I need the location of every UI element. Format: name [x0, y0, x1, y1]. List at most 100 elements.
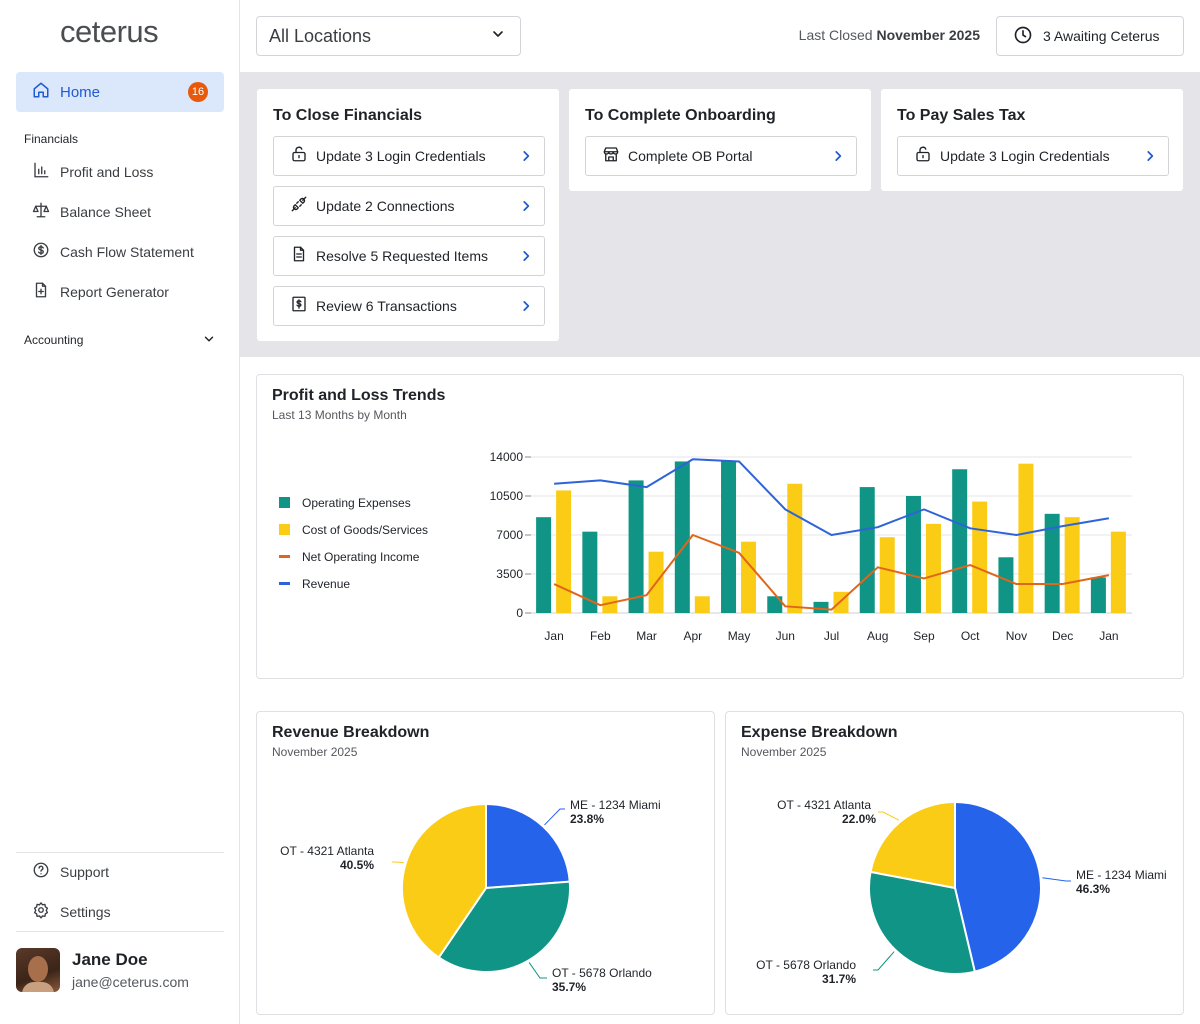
- sidebar-item-label: Profit and Loss: [60, 164, 154, 180]
- legend-item-net-operating-income[interactable]: Net Operating Income: [279, 543, 428, 570]
- avatar[interactable]: [16, 948, 60, 992]
- last-closed-status: Last Closed November 2025: [799, 27, 980, 43]
- task-update-login-credentials[interactable]: Update 3 Login Credentials: [273, 136, 545, 176]
- home-icon: [32, 81, 50, 104]
- pie-leader-2: [878, 811, 900, 821]
- sidebar-item-label: Balance Sheet: [60, 204, 152, 220]
- pie-slice-2: [869, 800, 956, 890]
- pie-leader-1: [528, 962, 547, 979]
- sidebar-item-balance-sheet[interactable]: Balance Sheet: [16, 194, 224, 230]
- sidebar-item-label: Report Generator: [60, 284, 169, 300]
- sidebar: ceterus Home 16 Financials Profit and Lo…: [0, 0, 240, 1024]
- task-update-connections[interactable]: Update 2 Connections: [273, 186, 545, 226]
- legend-swatch: [279, 497, 290, 508]
- gear-icon: [32, 901, 50, 924]
- bar-cost-of-goods-services-1: [602, 596, 618, 613]
- ceterus-logo[interactable]: ceterus: [60, 14, 159, 49]
- panel-title: Profit and Loss Trends: [272, 387, 446, 404]
- card-title: To Complete Onboarding: [585, 107, 776, 124]
- lock-icon: [290, 145, 308, 168]
- pie-label: OT - 4321 Atlanta: [777, 798, 871, 812]
- pie-slice-0: [485, 802, 571, 890]
- chevron-right-icon: [508, 149, 544, 163]
- sidebar-item-label: Cash Flow Statement: [60, 244, 194, 260]
- x-tick-label: Dec: [1052, 629, 1073, 643]
- legend-item-operating-expenses[interactable]: Operating Expenses: [279, 489, 428, 516]
- pie-slice-2: [401, 802, 487, 959]
- accounting-section-toggle[interactable]: Accounting: [24, 330, 216, 350]
- file-plus-icon: [32, 281, 50, 304]
- sidebar-item-cash-flow-statement[interactable]: Cash Flow Statement: [16, 234, 224, 270]
- pl-trends-panel: Profit and Loss Trends Last 13 Months by…: [256, 374, 1184, 679]
- task-complete-ob-portal[interactable]: Complete OB Portal: [585, 136, 857, 176]
- bar-operating-expenses-4: [721, 461, 737, 613]
- bar-operating-expenses-11: [1044, 513, 1060, 613]
- bar-cost-of-goods-services-9: [972, 501, 988, 613]
- clock-icon: [1013, 25, 1033, 48]
- legend-swatch: [279, 524, 290, 535]
- legend-label: Operating Expenses: [302, 495, 411, 510]
- chevron-right-icon: [1132, 149, 1168, 163]
- bar-cost-of-goods-services-4: [741, 541, 757, 613]
- bar-operating-expenses-7: [859, 487, 875, 613]
- close-financials-card: To Close Financials Update 3 Login Crede…: [257, 89, 559, 341]
- bar-cost-of-goods-services-11: [1064, 517, 1080, 613]
- x-tick-label: Feb: [590, 629, 611, 643]
- x-tick-label: Jul: [824, 629, 839, 643]
- legend-label: Cost of Goods/Services: [302, 522, 429, 537]
- line-series-net-operating-income: [553, 534, 1110, 611]
- sidebar-item-support[interactable]: Support: [16, 854, 224, 890]
- pay-sales-tax-card: To Pay Sales Tax Update 3 Login Credenti…: [881, 89, 1183, 191]
- bar-chart-icon: [32, 161, 50, 184]
- bar-operating-expenses-2: [628, 480, 644, 613]
- dollar-circle-icon: [32, 241, 50, 264]
- sidebar-item-label: Settings: [60, 904, 111, 920]
- task-label: Update 2 Connections: [316, 198, 455, 214]
- legend-item-revenue[interactable]: Revenue: [279, 570, 428, 597]
- x-tick-label: Jan: [1099, 629, 1118, 643]
- task-review-transactions[interactable]: Review 6 Transactions: [273, 286, 545, 326]
- last-closed-prefix: Last Closed: [798, 27, 873, 43]
- receipt-dollar-icon: [290, 295, 308, 318]
- legend-item-cogs[interactable]: Cost of Goods/Services: [279, 516, 428, 543]
- scale-icon: [32, 201, 50, 224]
- pie-leader-1: [873, 951, 895, 971]
- sidebar-item-label: Home: [60, 83, 101, 101]
- bar-cost-of-goods-services-10: [1018, 463, 1034, 613]
- sidebar-item-label: Support: [60, 864, 110, 880]
- pie-leader-2: [392, 861, 404, 864]
- pie-label: ME - 1234 Miami: [1076, 868, 1167, 882]
- plug-icon: [290, 195, 308, 218]
- user-name: Jane Doe: [72, 950, 148, 969]
- notification-badge: 16: [188, 82, 208, 102]
- task-label: Complete OB Portal: [628, 148, 753, 164]
- location-select[interactable]: All Locations: [256, 16, 521, 56]
- x-tick-label: May: [728, 629, 751, 643]
- task-resolve-requested-items[interactable]: Resolve 5 Requested Items: [273, 236, 545, 276]
- expense-breakdown-panel: Expense Breakdown November 2025 ME - 123…: [725, 711, 1184, 1015]
- legend-label: Revenue: [302, 576, 351, 591]
- pie-label: ME - 1234 Miami: [570, 798, 661, 812]
- pie-percent: 46.3%: [1076, 882, 1110, 896]
- awaiting-label: 3 Awaiting Ceterus: [1043, 28, 1160, 44]
- sidebar-item-home[interactable]: Home 16: [16, 72, 224, 112]
- sidebar-item-report-generator[interactable]: Report Generator: [16, 274, 224, 310]
- chevron-down-icon: [490, 26, 506, 47]
- x-tick-label: Apr: [683, 629, 702, 643]
- last-closed-value: November 2025: [876, 27, 980, 43]
- awaiting-ceterus-button[interactable]: 3 Awaiting Ceterus: [996, 16, 1184, 56]
- chevron-down-icon: [202, 332, 216, 349]
- bar-operating-expenses-0: [536, 517, 552, 613]
- legend-swatch: [279, 555, 290, 558]
- chevron-right-icon: [508, 199, 544, 213]
- chevron-right-icon: [508, 299, 544, 313]
- sidebar-item-profit-and-loss[interactable]: Profit and Loss: [16, 154, 224, 190]
- task-update-login-credentials[interactable]: Update 3 Login Credentials: [897, 136, 1169, 176]
- sidebar-item-settings[interactable]: Settings: [16, 894, 224, 930]
- pie-label: OT - 5678 Orlando: [552, 966, 652, 980]
- task-label: Review 6 Transactions: [316, 298, 457, 314]
- bar-operating-expenses-12: [1090, 577, 1106, 613]
- y-tick-label: 14000: [490, 450, 524, 464]
- bar-cost-of-goods-services-12: [1110, 531, 1126, 613]
- pie-percent: 31.7%: [822, 972, 856, 986]
